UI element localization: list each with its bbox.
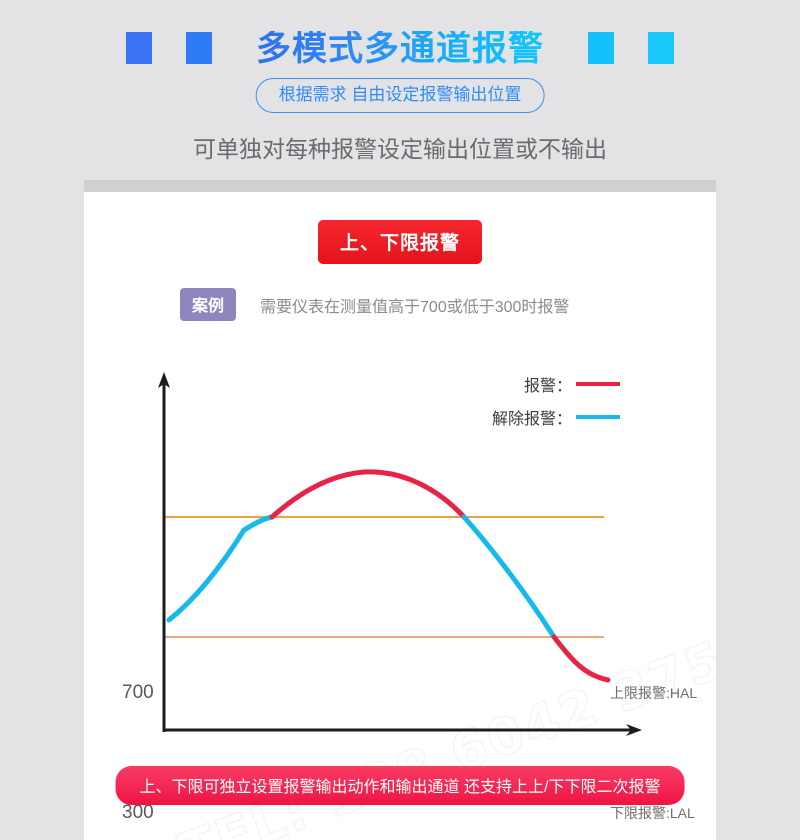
card-top-band xyxy=(84,180,716,192)
legend-swatch-alarm xyxy=(576,382,620,386)
y-tick-label-300: 300 xyxy=(122,802,154,823)
decor-square-3 xyxy=(588,32,614,64)
page-header: 多模式多通道报警 根据需求 自由设定报警输出位置 可单独对每种报警设定输出位置或… xyxy=(0,0,800,180)
legend-label-clear: 解除报警： xyxy=(491,411,572,428)
page-title: 多模式多通道报警 xyxy=(255,28,544,68)
y-tick-label-700: 700 xyxy=(122,682,154,703)
legend-item-alarm: 报警： xyxy=(492,372,620,396)
x-axis-arrow xyxy=(626,724,642,736)
threshold-label-hal: 上限报警:HAL xyxy=(610,685,698,701)
alarm-chart xyxy=(84,180,716,840)
legend-label-alarm: 报警： xyxy=(523,378,572,395)
y-axis-arrow xyxy=(158,372,170,388)
legend-swatch-clear xyxy=(576,415,620,419)
case-row: 案例 需要仪表在测量值高于700或低于300时报警 xyxy=(180,288,569,321)
case-description: 需要仪表在测量值高于700或低于300时报警 xyxy=(260,298,570,316)
bottom-banner: 上、下限可独立设置报警输出动作和输出通道 还支持上上/下下限二次报警 xyxy=(115,766,685,805)
threshold-label-lal: 下限报警:LAL xyxy=(610,805,695,821)
curve-segment-clear-falling xyxy=(461,514,557,640)
title-row: 多模式多通道报警 xyxy=(0,22,800,74)
curve-segment-clear-rising xyxy=(166,514,275,623)
chart-legend: 报警： 解除报警： xyxy=(492,372,620,438)
subtitle-pill: 根据需求 自由设定报警输出位置 xyxy=(255,78,545,114)
chart-svg xyxy=(158,372,642,736)
decor-square-4 xyxy=(648,32,674,64)
curve-segment-alarm-low xyxy=(551,634,611,683)
content-card: 上、下限报警 案例 需要仪表在测量值高于700或低于300时报警 报警： 解除报… xyxy=(84,180,716,840)
curve-segment-alarm-high xyxy=(269,469,467,520)
section-badge: 上、下限报警 xyxy=(317,220,483,264)
legend-item-clear: 解除报警： xyxy=(492,405,620,429)
lead-text: 可单独对每种报警设定输出位置或不输出 xyxy=(193,136,607,162)
decor-square-2 xyxy=(185,32,212,64)
case-badge: 案例 xyxy=(180,288,237,321)
decor-square-1 xyxy=(125,32,152,64)
